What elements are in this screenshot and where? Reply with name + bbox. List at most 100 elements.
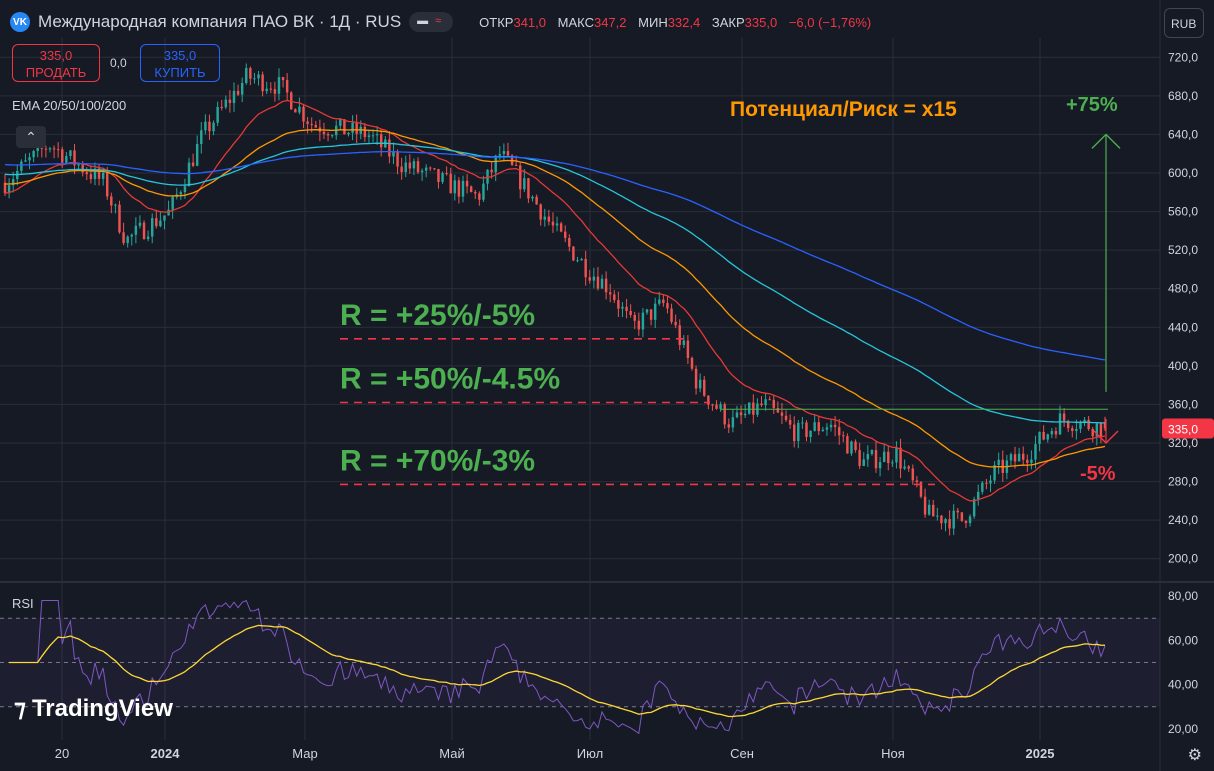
candle-body bbox=[85, 172, 89, 175]
x-tick-label: 2024 bbox=[151, 746, 181, 761]
sell-button[interactable]: 335,0 ПРОДАТЬ bbox=[12, 44, 100, 82]
candle-body bbox=[584, 258, 587, 278]
candle-body bbox=[1054, 431, 1058, 435]
candle-body bbox=[179, 192, 183, 195]
candle-body bbox=[596, 276, 600, 289]
candle-body bbox=[882, 451, 886, 463]
candle-body bbox=[347, 132, 350, 135]
candle-body bbox=[310, 123, 313, 125]
candle-body bbox=[694, 368, 698, 389]
candle-body bbox=[351, 122, 354, 133]
candle-body bbox=[437, 169, 440, 182]
x-tick-label: Мар bbox=[292, 746, 317, 761]
vk-logo-icon: VK bbox=[10, 12, 30, 32]
candle-body bbox=[412, 161, 416, 169]
symbol-title[interactable]: Международная компания ПАО ВК · 1Д · RUS bbox=[38, 12, 402, 31]
candle-body bbox=[817, 422, 820, 432]
stop-arrowhead bbox=[1093, 430, 1119, 444]
y-tick-label: 440,0 bbox=[1168, 320, 1198, 334]
candle-body bbox=[7, 185, 11, 194]
candle-body bbox=[690, 357, 694, 369]
candle-body bbox=[339, 119, 342, 126]
candle-body bbox=[61, 149, 64, 163]
candle-body bbox=[539, 204, 542, 220]
risk-ratio-label: R = +25%/-5% bbox=[340, 299, 535, 332]
buy-button[interactable]: 335,0 КУПИТЬ bbox=[140, 44, 220, 82]
candle-body bbox=[932, 504, 935, 517]
candle-body bbox=[114, 204, 117, 206]
candle-body bbox=[551, 221, 555, 226]
ema-line bbox=[4, 142, 1105, 424]
candle-body bbox=[457, 180, 461, 197]
indicator-toggle-button[interactable]: ▬ ≈ bbox=[409, 12, 454, 32]
candle-body bbox=[764, 399, 767, 406]
candle-body bbox=[1103, 422, 1107, 429]
rsi-ma-line bbox=[9, 624, 1106, 718]
candle-body bbox=[1095, 423, 1099, 437]
currency-selector[interactable]: RUB bbox=[1164, 8, 1204, 38]
candle-body bbox=[944, 519, 947, 524]
candle-body bbox=[220, 106, 223, 108]
candle-body bbox=[600, 278, 604, 289]
candle-body bbox=[977, 491, 980, 500]
candle-body bbox=[964, 520, 968, 524]
candle-body bbox=[968, 516, 972, 524]
candle-body bbox=[805, 422, 808, 437]
candle-body bbox=[257, 74, 260, 79]
candle-body bbox=[3, 182, 7, 194]
rsi-legend[interactable]: RSI bbox=[12, 596, 34, 611]
tv-logo-icon: ⁊ bbox=[14, 695, 26, 722]
candle-body bbox=[649, 309, 653, 320]
x-tick-label: Ноя bbox=[881, 746, 905, 761]
candle-body bbox=[613, 294, 616, 301]
y-tick-label: 360,0 bbox=[1168, 397, 1198, 411]
gear-icon[interactable]: ⚙ bbox=[1187, 747, 1202, 764]
candle-body bbox=[923, 496, 927, 515]
candle-body bbox=[866, 453, 870, 460]
y-tick-label: 520,0 bbox=[1168, 243, 1198, 257]
candle-body bbox=[780, 412, 784, 416]
candle-body bbox=[523, 178, 526, 190]
candle-body bbox=[330, 135, 334, 137]
candle-body bbox=[232, 90, 236, 104]
candle-body bbox=[564, 231, 567, 238]
candle-body bbox=[44, 148, 48, 150]
candle-body bbox=[183, 186, 187, 193]
candle-body bbox=[674, 321, 677, 326]
candle-body bbox=[494, 155, 497, 173]
ema-legend[interactable]: EMA 20/50/100/200 bbox=[12, 98, 127, 113]
candle-body bbox=[163, 215, 166, 221]
candle-body bbox=[273, 89, 277, 94]
collapse-legend-button[interactable]: ⌃ bbox=[16, 126, 46, 148]
candle-body bbox=[195, 144, 199, 166]
candle-body bbox=[461, 180, 465, 197]
candle-body bbox=[760, 403, 763, 406]
candle-body bbox=[543, 216, 546, 220]
candle-body bbox=[433, 168, 436, 170]
y-tick-label: 720,0 bbox=[1168, 50, 1198, 64]
candle-body bbox=[1066, 420, 1070, 429]
candle-body bbox=[682, 340, 686, 345]
candle-body bbox=[809, 430, 812, 437]
candle-body bbox=[424, 167, 428, 171]
candle-body bbox=[1017, 453, 1021, 462]
y-tick-label: 400,0 bbox=[1168, 359, 1198, 373]
candle-body bbox=[200, 130, 203, 145]
candle-body bbox=[506, 151, 510, 156]
candle-body bbox=[711, 404, 714, 406]
candle-body bbox=[1083, 419, 1086, 422]
candle-body bbox=[150, 218, 154, 237]
candle-body bbox=[768, 399, 771, 401]
candle-body bbox=[891, 462, 894, 464]
candle-body bbox=[519, 165, 522, 190]
tradingview-logo: ⁊ TradingView bbox=[14, 694, 173, 723]
y-tick-label: 320,0 bbox=[1168, 436, 1198, 450]
candle-body bbox=[952, 510, 955, 529]
candle-body bbox=[772, 399, 775, 409]
candle-body bbox=[261, 74, 264, 92]
x-tick-label: Июл bbox=[577, 746, 603, 761]
candle-body bbox=[1079, 421, 1082, 429]
candle-body bbox=[224, 99, 228, 108]
candle-body bbox=[784, 415, 788, 420]
